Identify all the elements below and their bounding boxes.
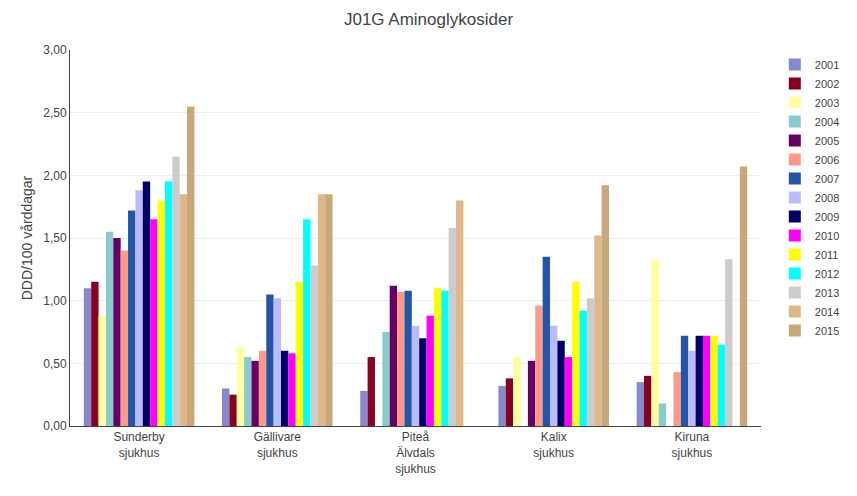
svg-text:J01G Aminoglykosider: J01G Aminoglykosider	[344, 10, 513, 29]
svg-text:1,50: 1,50	[43, 231, 67, 245]
svg-text:2009: 2009	[815, 211, 839, 223]
svg-text:2007: 2007	[815, 173, 839, 185]
svg-text:2003: 2003	[815, 97, 839, 109]
svg-text:2,00: 2,00	[43, 169, 67, 183]
svg-text:2010: 2010	[815, 230, 839, 242]
svg-text:Gällivaresjukhus: Gällivaresjukhus	[254, 430, 302, 460]
svg-text:2013: 2013	[815, 287, 839, 299]
svg-text:2006: 2006	[815, 154, 839, 166]
svg-text:2002: 2002	[815, 78, 839, 90]
svg-text:2012: 2012	[815, 268, 839, 280]
svg-text:Kalixsjukhus: Kalixsjukhus	[533, 430, 574, 460]
svg-text:2,50: 2,50	[43, 106, 67, 120]
svg-text:Sunderbysjukhus: Sunderbysjukhus	[113, 430, 164, 460]
svg-text:3,00: 3,00	[43, 43, 67, 57]
svg-text:DDD/100 vårddagar: DDD/100 vårddagar	[19, 175, 35, 300]
svg-text:Kirunasjukhus: Kirunasjukhus	[672, 430, 713, 460]
svg-text:2014: 2014	[815, 306, 839, 318]
svg-text:PiteåÄlvdalssjukhus: PiteåÄlvdalssjukhus	[395, 430, 436, 475]
svg-text:2015: 2015	[815, 325, 839, 337]
svg-text:1,00: 1,00	[43, 294, 67, 308]
svg-text:0,50: 0,50	[43, 357, 67, 371]
svg-text:2008: 2008	[815, 192, 839, 204]
svg-text:2011: 2011	[815, 249, 839, 261]
svg-text:2004: 2004	[815, 116, 839, 128]
svg-text:2005: 2005	[815, 135, 839, 147]
svg-text:0,00: 0,00	[43, 419, 67, 433]
svg-text:2001: 2001	[815, 59, 839, 71]
